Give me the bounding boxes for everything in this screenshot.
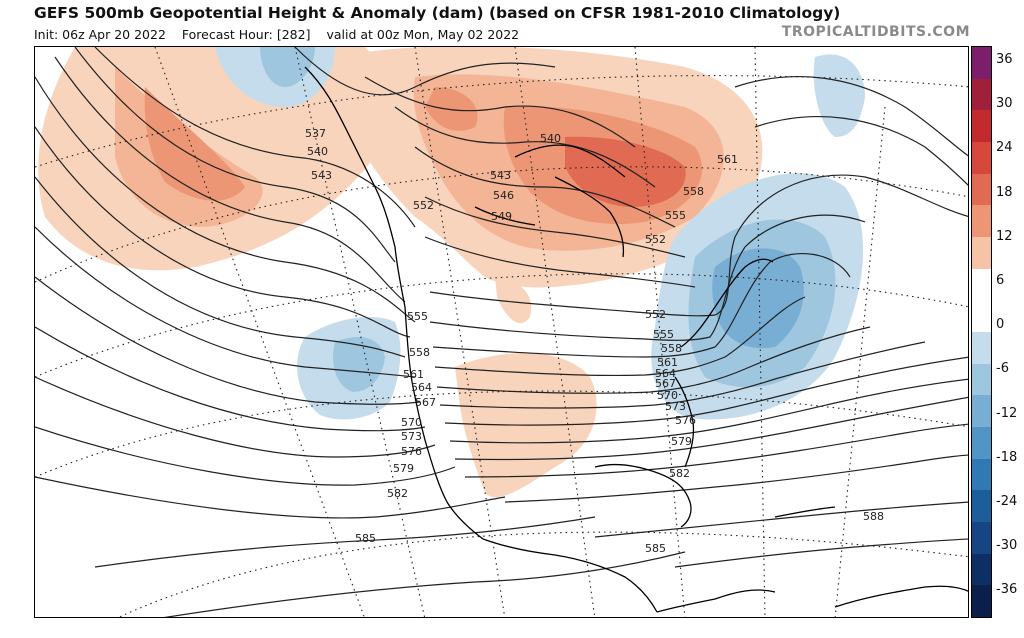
colorbar-segment (972, 173, 991, 206)
height-label: 567 (655, 377, 676, 390)
height-label: 555 (407, 310, 428, 323)
height-label: 558 (683, 185, 704, 198)
height-label: 558 (409, 346, 430, 359)
colorbar-tick-label: 0 (996, 317, 1005, 333)
height-label: 540 (540, 132, 561, 145)
map-canvas: 537 540 543 552 555 558 561 564 567 570 … (35, 47, 968, 617)
forecast-hour: Forecast Hour: [282] (181, 27, 311, 42)
height-label: 540 (307, 145, 328, 158)
colorbar-segment (972, 142, 991, 175)
height-label: 582 (669, 467, 690, 480)
colorbar-segment (972, 47, 991, 80)
colorbar-segment (972, 237, 991, 270)
colorbar-tick-label: 36 (996, 52, 1013, 67)
colorbar-segment (972, 363, 991, 396)
negative-anomaly-fields (215, 47, 865, 420)
height-label: 552 (645, 233, 666, 246)
colorbar-segment (972, 300, 991, 333)
valid-time: valid at 00z Mon, May 02 2022 (326, 27, 520, 42)
height-label: 588 (863, 510, 884, 523)
colorbar-segment (972, 268, 991, 301)
height-label: 576 (401, 445, 422, 458)
height-label: 561 (657, 356, 678, 369)
map-subtitle: Init: 06z Apr 20 2022 Forecast Hour: [28… (34, 27, 531, 42)
colorbar-tick-label: -36 (996, 582, 1018, 598)
colorbar-segment (972, 490, 991, 523)
height-label: 537 (305, 127, 326, 140)
colorbar-tick-label: 24 (996, 140, 1013, 156)
graticule (35, 47, 968, 617)
brand-watermark: TROPICALTIDBITS.COM (781, 24, 970, 40)
positive-anomaly-fields (38, 47, 763, 498)
height-label: 552 (413, 199, 434, 212)
colorbar-tick-label: 6 (996, 273, 1005, 288)
height-label: 555 (653, 328, 674, 341)
colorbar-segment (972, 427, 991, 460)
init-time: Init: 06z Apr 20 2022 (34, 27, 166, 42)
colorbar-segment (972, 522, 991, 555)
colorbar-segment (972, 458, 991, 491)
colorbar-tick-label: -12 (996, 405, 1018, 421)
height-labels: 537 540 543 552 555 558 561 564 567 570 … (305, 127, 884, 555)
height-label: 546 (493, 189, 514, 202)
height-label: 552 (645, 308, 666, 321)
colorbar-tick-label: -18 (996, 449, 1018, 465)
colorbar-tick-label: 12 (996, 228, 1013, 244)
height-label: 564 (655, 367, 676, 380)
colorbar-segment (972, 332, 991, 365)
height-label: 570 (401, 416, 422, 429)
colorbar-tick-label: 18 (996, 184, 1013, 200)
height-label: 570 (657, 389, 678, 402)
height-label: 585 (645, 542, 666, 555)
height-label: 573 (401, 430, 422, 443)
height-label: 561 (717, 153, 738, 166)
height-label: 549 (491, 210, 512, 223)
anomaly-colorbar (971, 46, 992, 618)
colorbar-segment (972, 585, 991, 618)
colorbar-tick-label: -30 (996, 538, 1018, 554)
height-label: 558 (661, 342, 682, 355)
height-label: 573 (665, 400, 686, 413)
colorbar-tick-label: -24 (996, 494, 1018, 509)
height-label: 579 (393, 462, 414, 475)
colorbar-segment (972, 110, 991, 143)
map-title: GEFS 500mb Geopotential Height & Anomaly… (34, 4, 841, 22)
height-label: 561 (403, 368, 424, 381)
colorbar-segment (972, 553, 991, 586)
colorbar-tick-label: -6 (996, 361, 1009, 377)
anomaly-map: 537 540 543 552 555 558 561 564 567 570 … (34, 46, 969, 618)
height-label: 555 (665, 209, 686, 222)
height-label: 582 (387, 487, 408, 500)
height-label: 543 (311, 169, 332, 182)
height-contours (35, 47, 968, 617)
height-label: 576 (675, 414, 696, 427)
colorbar-segment (972, 395, 991, 428)
height-label: 585 (355, 532, 376, 545)
colorbar-segment (972, 78, 991, 111)
height-label: 564 (411, 381, 432, 394)
coastlines (304, 66, 968, 613)
height-label: 567 (415, 396, 436, 409)
colorbar-tick-label: 30 (996, 96, 1013, 112)
colorbar-segment (972, 205, 991, 238)
height-label: 579 (671, 435, 692, 448)
height-label: 543 (490, 169, 511, 182)
